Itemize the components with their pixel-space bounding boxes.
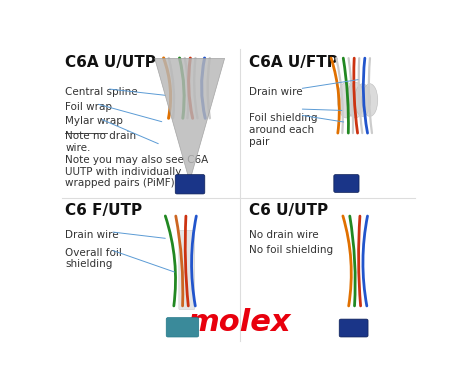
Text: Note no drain
wire.: Note no drain wire. <box>65 131 136 153</box>
Ellipse shape <box>362 84 378 116</box>
Text: Central spline: Central spline <box>65 87 138 97</box>
Text: Drain wire: Drain wire <box>249 87 303 97</box>
Text: No foil shielding: No foil shielding <box>249 245 333 255</box>
Ellipse shape <box>355 84 371 116</box>
Text: C6 U/UTP: C6 U/UTP <box>249 203 328 218</box>
FancyBboxPatch shape <box>179 230 195 310</box>
Text: Mylar wrap: Mylar wrap <box>65 116 123 127</box>
Text: Drain wire: Drain wire <box>65 230 119 240</box>
FancyBboxPatch shape <box>166 318 199 337</box>
Ellipse shape <box>346 82 365 118</box>
Text: No drain wire: No drain wire <box>249 230 319 240</box>
Text: Overall foil
shielding: Overall foil shielding <box>65 248 122 269</box>
FancyBboxPatch shape <box>334 175 359 192</box>
Polygon shape <box>155 58 225 178</box>
Text: C6A U/FTP: C6A U/FTP <box>249 55 338 70</box>
Text: Foil wrap: Foil wrap <box>65 101 113 111</box>
Text: Note you may also see C6A
UUTP with individually
wrapped pairs (PiMF).: Note you may also see C6A UUTP with indi… <box>65 155 209 188</box>
Text: molex: molex <box>186 308 290 337</box>
Text: C6 F/UTP: C6 F/UTP <box>65 203 142 218</box>
Text: C6A U/UTP: C6A U/UTP <box>65 55 156 70</box>
FancyBboxPatch shape <box>339 319 368 337</box>
Ellipse shape <box>338 82 355 118</box>
FancyBboxPatch shape <box>175 175 205 194</box>
Text: Foil shielding
around each
pair: Foil shielding around each pair <box>249 113 318 147</box>
